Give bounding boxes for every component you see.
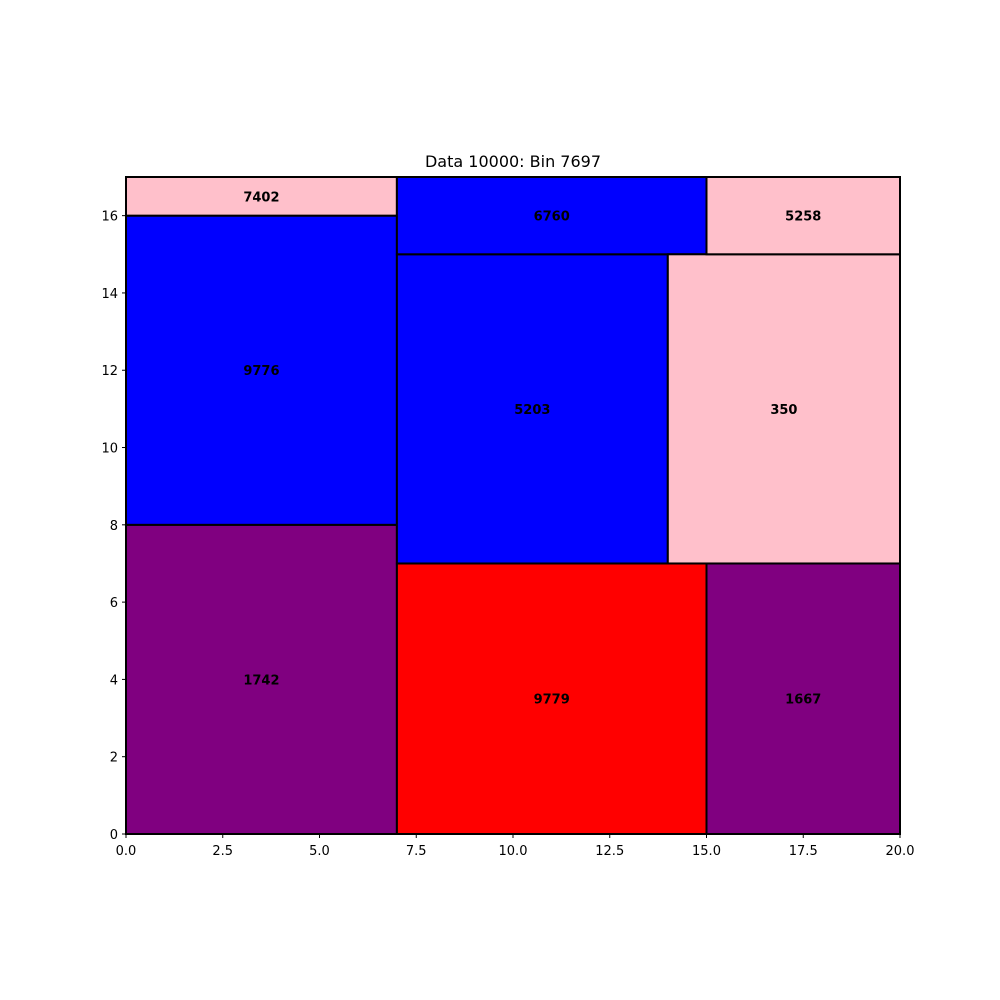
treemap-label-7402: 7402 <box>243 190 279 205</box>
treemap-rect-9776 <box>125 214 398 526</box>
x-tick-label: 2.5 <box>212 844 233 859</box>
treemap-label-9779: 9779 <box>534 693 570 708</box>
treemap-label-5258: 5258 <box>785 210 821 225</box>
treemap-rect-1742 <box>125 523 398 836</box>
treemap-label-350: 350 <box>770 403 797 418</box>
y-tick-label: 10 <box>101 442 118 457</box>
x-tick-label: 12.5 <box>595 844 624 859</box>
treemap-label-6760: 6760 <box>534 210 570 225</box>
y-tick-label: 16 <box>101 210 118 225</box>
x-tick-label: 0.0 <box>116 844 137 859</box>
x-tick-label: 17.5 <box>789 844 818 859</box>
treemap-rect-5258 <box>705 176 901 256</box>
treemap-rect-6760 <box>395 176 708 256</box>
y-tick-label: 12 <box>101 364 118 379</box>
treemap-rect-9779 <box>395 562 708 835</box>
y-tick-label: 0 <box>110 828 118 843</box>
y-tick-label: 4 <box>110 673 118 688</box>
x-tick-label: 15.0 <box>692 844 721 859</box>
y-tick-label: 6 <box>110 596 118 611</box>
x-tick-label: 10.0 <box>499 844 528 859</box>
x-tick-label: 7.5 <box>406 844 427 859</box>
x-tick-label: 5.0 <box>309 844 330 859</box>
treemap-rect-5203 <box>395 253 669 565</box>
y-tick-label: 2 <box>110 751 118 766</box>
x-tick-label: 20.0 <box>886 844 915 859</box>
y-tick-label: 14 <box>101 287 118 302</box>
treemap-label-1742: 1742 <box>243 673 279 688</box>
y-tick-label: 8 <box>110 519 118 534</box>
chart-title: Data 10000: Bin 7697 <box>425 152 601 171</box>
rectangles-layer: 1742 9776 7402 9779 5203 6760 1667 350 5258 <box>125 176 901 836</box>
axes-layer: 0.0 2.5 5.0 7.5 10.0 12.5 15.0 17.5 20.0 0 2 4 6 8 10 1… <box>101 176 915 859</box>
treemap-label-5203: 5203 <box>514 403 550 418</box>
treemap-label-1667: 1667 <box>785 693 821 708</box>
treemap-rect-350 <box>666 253 901 565</box>
treemap-label-9776: 9776 <box>243 364 279 379</box>
